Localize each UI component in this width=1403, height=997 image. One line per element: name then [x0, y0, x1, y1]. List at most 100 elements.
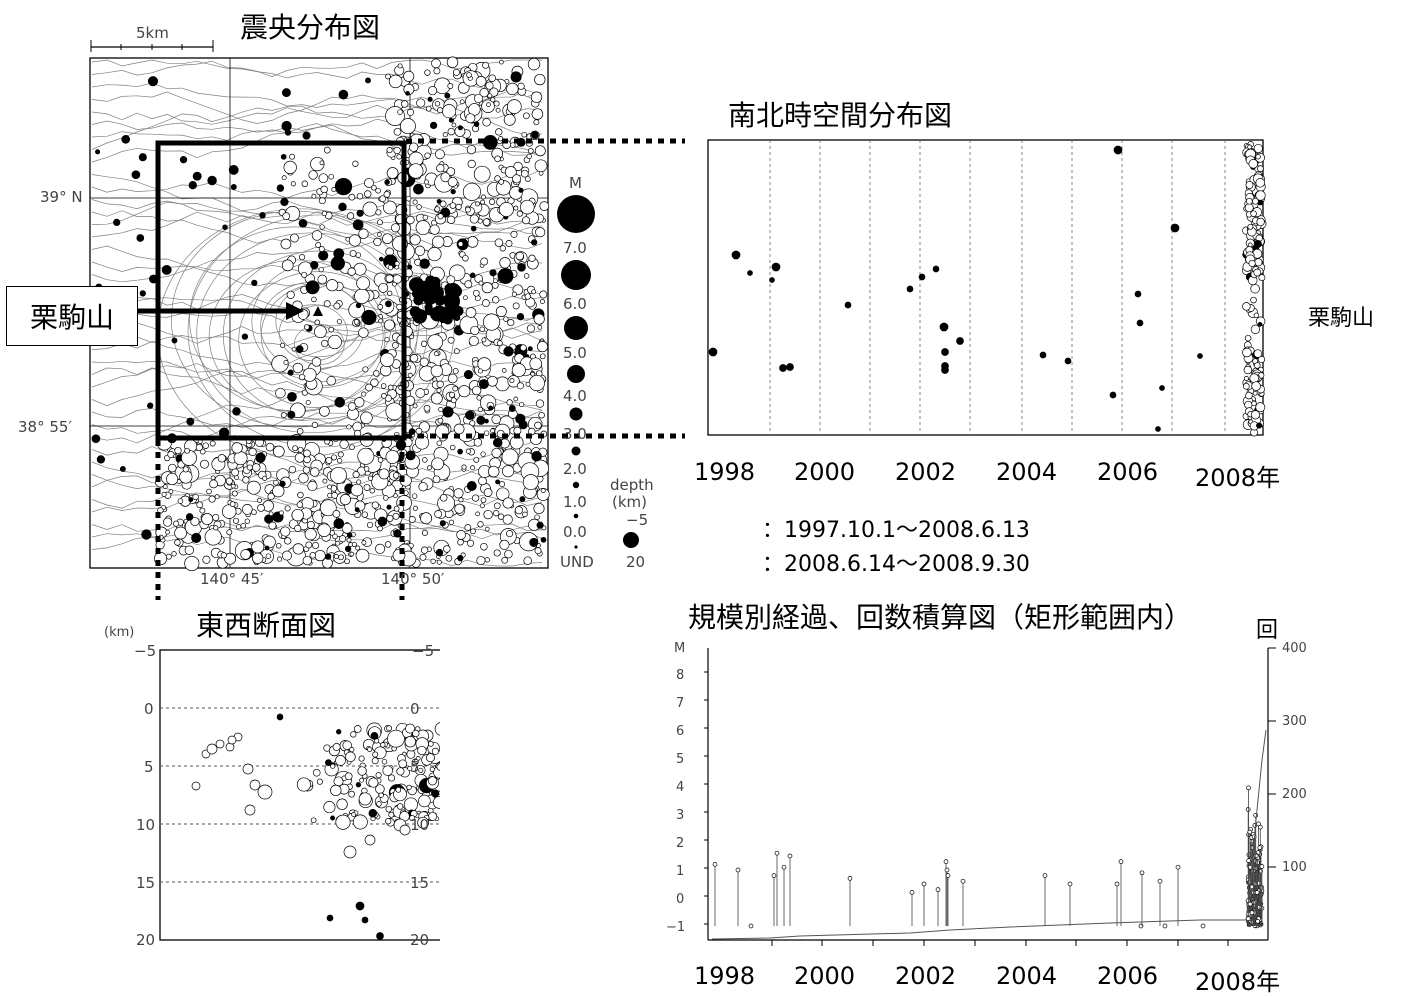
epicenter-circle — [477, 357, 492, 371]
ew-event-circle — [427, 776, 438, 786]
epicenter-circle — [427, 334, 444, 350]
epicenter-dot — [228, 164, 239, 175]
epicenter-dot — [346, 532, 353, 538]
epicenter-circle — [268, 521, 277, 530]
epicenter-circle — [461, 464, 467, 470]
epicenter-circle — [512, 174, 522, 184]
epicenter-circle — [307, 480, 318, 492]
epicenter-circle — [386, 147, 393, 154]
epicenter-dot — [450, 188, 456, 195]
epicenter-circle — [463, 295, 468, 301]
epicenter-circle — [405, 195, 412, 202]
epicenter-dot — [333, 518, 345, 529]
epicenter-circle — [378, 468, 390, 480]
mt-y-4: 4 — [676, 780, 685, 795]
epicenter-dot — [302, 131, 311, 140]
epicenter-circle — [453, 348, 460, 355]
ew-event-circle — [355, 782, 362, 788]
contour-line — [91, 174, 543, 235]
epicenter-circle — [534, 421, 542, 430]
epicenter-circle — [449, 444, 456, 451]
epicenter-dot — [338, 202, 347, 212]
ns-event-dot — [1039, 351, 1047, 359]
epicenter-circle — [174, 526, 187, 540]
epicenter-circle — [322, 478, 328, 484]
epicenter-circle — [471, 494, 480, 502]
epicenter-circle — [242, 476, 250, 484]
epicenter-circle — [446, 215, 456, 224]
epicenter-circle — [240, 523, 247, 529]
ew-event-circle — [336, 729, 342, 735]
epicenter-circle — [354, 397, 365, 408]
epicenter-circle — [185, 513, 194, 521]
epicenter-circle — [473, 438, 483, 447]
epicenter-circle — [451, 122, 457, 128]
epicenter-circle — [457, 241, 464, 247]
epicenter-circle — [511, 363, 526, 378]
mt-y-2: 2 — [676, 836, 685, 851]
epicenter-circle — [272, 445, 285, 458]
epicenter-circle — [361, 511, 368, 518]
ew-event-circle — [191, 781, 201, 791]
epicenter-circle — [467, 159, 476, 169]
ew-event-circle — [215, 739, 225, 749]
epicenter-circle — [284, 537, 292, 545]
epicenter-dot — [413, 281, 428, 295]
epicenter-circle — [434, 206, 441, 213]
epicenter-circle — [231, 442, 243, 454]
ns-event-dot — [932, 265, 940, 273]
epicenter-circle — [360, 411, 373, 425]
epicenter-circle — [286, 290, 295, 299]
epicenter-circle — [528, 374, 545, 392]
epicenter-circle — [375, 209, 382, 216]
mt-event-stem-head — [1157, 878, 1163, 884]
epicenter-circle — [480, 451, 486, 457]
ew-event-circle — [405, 723, 416, 734]
epicenter-circle — [298, 373, 306, 381]
epicenter-circle — [393, 529, 402, 538]
epicenter-circle — [377, 457, 384, 463]
epicenter-circle — [334, 177, 353, 196]
ew-event-circle — [376, 932, 384, 940]
ns-event-dot — [939, 322, 949, 332]
epicenter-circle — [289, 153, 296, 160]
ew-event-circle — [355, 901, 365, 911]
epicenter-dot — [121, 134, 131, 144]
ew-event-circle — [378, 792, 384, 798]
mt-x-axis: 1998 2000 2002 2004 2006 2008年 — [690, 962, 1290, 996]
epicenter-circle — [271, 355, 289, 373]
epicenter-circle — [480, 497, 487, 504]
epicenter-circle — [280, 197, 289, 207]
epicenter-circle — [311, 421, 319, 429]
epicenter-circle — [537, 325, 543, 330]
epicenter-circle — [318, 250, 329, 261]
mt-event-stem-head — [1255, 918, 1261, 924]
ew-event-circle — [380, 742, 386, 748]
epicenter-circle — [309, 467, 320, 477]
epicenter-dot — [415, 311, 427, 322]
epicenter-circle — [235, 524, 242, 530]
epicenter-dot — [295, 345, 304, 353]
ns-event-dot — [769, 277, 775, 283]
epicenter-circle — [379, 364, 392, 377]
epicenter-circle — [355, 548, 370, 563]
epicenter-circle — [212, 513, 220, 522]
ns-cluster-circle — [1247, 144, 1253, 150]
epicenter-circle — [493, 510, 500, 517]
epicenter-circle — [493, 278, 498, 284]
ns-event-dot — [731, 250, 741, 260]
epicenter-circle — [299, 254, 306, 261]
epicenter-circle — [501, 448, 519, 466]
epicenter-dot — [355, 302, 362, 309]
ew-event-circle — [368, 808, 378, 818]
epicenter-circle — [332, 533, 338, 540]
epicenter-map — [89, 40, 685, 600]
epicenter-circle — [518, 401, 525, 408]
epicenter-circle — [393, 505, 400, 512]
mt-event-stem-head — [1246, 858, 1251, 863]
epicenter-circle — [497, 268, 514, 284]
epicenter-circle — [496, 340, 503, 347]
ew-unit: (km) — [104, 625, 135, 640]
lon-label-14050: 140° 50′ — [381, 570, 445, 588]
epicenter-circle — [482, 61, 490, 69]
